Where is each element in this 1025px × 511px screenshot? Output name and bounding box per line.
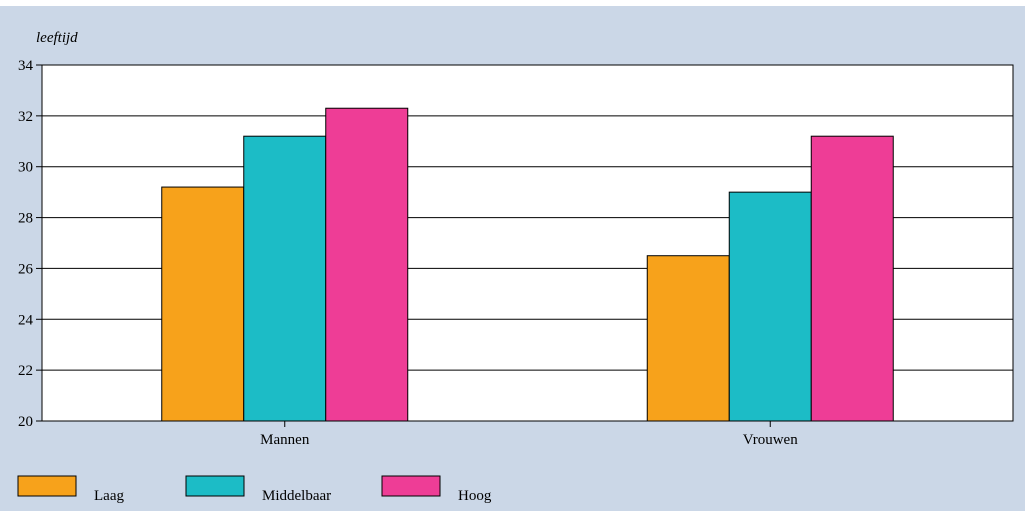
bar-laag-mannen xyxy=(161,186,245,422)
x-category-label: Mannen xyxy=(260,432,310,448)
y-tick-label: 34 xyxy=(18,58,34,74)
legend-label-middelbaar: Middelbaar xyxy=(262,488,331,504)
legend: Laag Middelbaar Hoog xyxy=(17,475,492,504)
legend-swatch-laag xyxy=(17,475,77,497)
y-tick-label: 32 xyxy=(18,109,33,125)
legend-label-laag: Laag xyxy=(94,488,124,504)
bar-middelbaar-vrouwen xyxy=(728,191,812,422)
bar-middelbaar-mannen xyxy=(243,135,327,422)
y-tick-label: 22 xyxy=(18,363,33,379)
y-tick-label: 28 xyxy=(18,211,33,227)
y-axis-label: leeftijd xyxy=(36,30,78,46)
bar-laag-vrouwen xyxy=(646,255,730,422)
y-tick-label: 26 xyxy=(18,261,34,277)
x-category-label: Vrouwen xyxy=(743,432,798,448)
bar-hoog-mannen xyxy=(325,107,409,422)
legend-label-hoog: Hoog xyxy=(458,488,492,504)
legend-swatch-middelbaar xyxy=(185,475,245,497)
bar-hoog-vrouwen xyxy=(810,135,894,422)
legend-swatch-hoog xyxy=(381,475,441,497)
y-axis-ticks: 20 22 24 26 28 30 32 34 xyxy=(18,58,42,430)
x-axis-categories: Mannen Vrouwen xyxy=(260,421,798,448)
y-tick-label: 24 xyxy=(18,312,34,328)
y-tick-label: 30 xyxy=(18,160,33,176)
y-tick-label: 20 xyxy=(18,414,33,430)
bars xyxy=(161,107,894,422)
